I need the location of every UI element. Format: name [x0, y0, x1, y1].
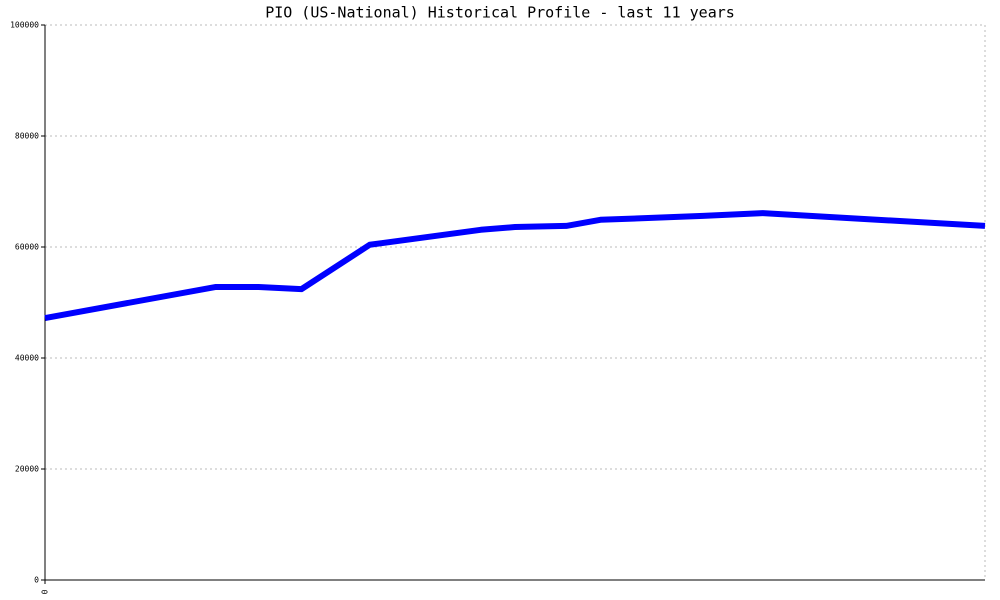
x-tick-label: 0	[41, 589, 50, 594]
y-tick-label: 80000	[15, 132, 39, 141]
y-tick-label: 20000	[15, 465, 39, 474]
y-tick-label: 0	[34, 576, 39, 585]
y-tick-label: 40000	[15, 354, 39, 363]
y-tick-label: 100000	[10, 21, 39, 30]
chart-title: PIO (US-National) Historical Profile - l…	[265, 4, 735, 22]
data-line	[44, 210, 986, 321]
y-tick-label: 60000	[15, 243, 39, 252]
